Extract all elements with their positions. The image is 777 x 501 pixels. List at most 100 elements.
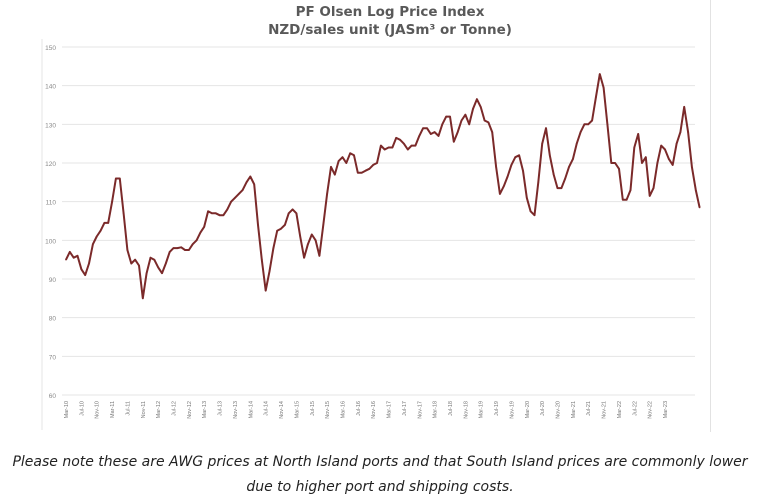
x-tick-label: Jul-20 bbox=[540, 401, 546, 416]
data-point bbox=[522, 169, 524, 172]
data-point bbox=[161, 272, 163, 275]
data-point bbox=[357, 171, 359, 174]
data-point bbox=[679, 131, 682, 133]
x-tick-label: Jul-22 bbox=[632, 401, 638, 416]
data-point bbox=[418, 135, 421, 137]
data-point bbox=[230, 200, 232, 203]
data-point bbox=[80, 268, 83, 271]
data-point bbox=[495, 166, 497, 168]
x-tick-label: Mar-14 bbox=[248, 401, 254, 418]
data-point bbox=[330, 166, 332, 168]
data-point bbox=[598, 73, 601, 75]
data-point bbox=[153, 258, 156, 261]
data-point bbox=[318, 255, 321, 257]
data-point bbox=[499, 193, 501, 195]
data-point bbox=[253, 183, 255, 186]
data-point bbox=[552, 173, 555, 176]
x-tick-label: Nov-15 bbox=[325, 401, 331, 419]
x-tick-label: Jul-11 bbox=[125, 401, 131, 416]
data-point bbox=[449, 115, 451, 118]
data-point bbox=[184, 249, 186, 251]
x-tick-label: Nov-19 bbox=[509, 401, 515, 419]
data-point bbox=[149, 256, 152, 259]
data-point bbox=[222, 214, 225, 216]
data-point bbox=[483, 119, 486, 122]
data-point bbox=[698, 206, 701, 209]
data-point bbox=[291, 208, 294, 211]
data-point bbox=[241, 189, 244, 191]
data-point bbox=[514, 156, 517, 158]
data-point bbox=[641, 162, 643, 164]
x-tick-label: Mar-22 bbox=[617, 401, 623, 418]
data-point bbox=[602, 86, 605, 89]
x-tick-label: Nov-18 bbox=[463, 401, 469, 419]
data-point bbox=[295, 212, 298, 215]
data-point bbox=[537, 181, 540, 184]
data-point bbox=[280, 227, 282, 230]
data-point bbox=[368, 168, 371, 170]
data-point bbox=[307, 243, 309, 245]
data-point bbox=[126, 249, 129, 251]
chart-frame-border bbox=[710, 0, 711, 432]
data-point bbox=[671, 164, 674, 166]
data-point bbox=[69, 251, 71, 253]
line-chart: 60 70 80 90 100 110 120 130 140 150 Mar-10 Jul-10 No… bbox=[41, 39, 701, 430]
data-point bbox=[264, 289, 267, 292]
data-point bbox=[249, 175, 252, 178]
data-point bbox=[652, 187, 655, 189]
data-point bbox=[399, 139, 401, 141]
x-tick-label: Mar-17 bbox=[387, 401, 393, 418]
data-point bbox=[656, 162, 659, 164]
y-tick-label: 130 bbox=[45, 122, 56, 129]
data-point bbox=[472, 108, 474, 110]
y-tick-label: 120 bbox=[45, 161, 56, 168]
y-tick-label: 100 bbox=[45, 238, 56, 245]
data-point bbox=[99, 229, 102, 232]
data-point bbox=[506, 175, 509, 178]
x-tick-label: Mar-10 bbox=[64, 401, 70, 418]
data-point bbox=[645, 156, 647, 158]
x-tick-label: Nov-12 bbox=[187, 401, 193, 419]
data-point bbox=[445, 115, 447, 118]
data-point bbox=[118, 177, 121, 180]
data-point bbox=[403, 142, 405, 145]
data-point bbox=[572, 158, 574, 160]
x-tick-label: Jul-21 bbox=[586, 401, 592, 416]
chart-subtitle: NZD/sales unit (JASm³ or Tonne) bbox=[268, 22, 512, 38]
data-point bbox=[199, 231, 202, 234]
data-point bbox=[65, 258, 67, 261]
x-tick-label: Nov-10 bbox=[95, 401, 101, 419]
data-point bbox=[383, 148, 386, 151]
data-point bbox=[479, 106, 482, 108]
data-point bbox=[437, 135, 440, 137]
data-point bbox=[664, 148, 666, 151]
series-line-log-price-index bbox=[65, 73, 701, 300]
data-point bbox=[491, 131, 494, 133]
data-point bbox=[134, 258, 136, 261]
x-tick-label: Jul-14 bbox=[264, 401, 270, 416]
data-point bbox=[372, 164, 375, 166]
data-point bbox=[591, 119, 593, 122]
data-point bbox=[95, 235, 98, 238]
data-point bbox=[107, 222, 110, 224]
data-point bbox=[410, 144, 413, 147]
data-point bbox=[622, 198, 624, 201]
x-tick-label: Mar-19 bbox=[479, 401, 485, 418]
data-point bbox=[583, 123, 586, 126]
x-tick-label: Jul-16 bbox=[356, 401, 362, 416]
data-point bbox=[675, 142, 678, 145]
data-point bbox=[376, 162, 378, 164]
data-point bbox=[541, 142, 543, 145]
data-point bbox=[111, 200, 113, 203]
data-point bbox=[460, 119, 463, 122]
x-tick-label: Jul-18 bbox=[448, 401, 454, 416]
data-point bbox=[422, 127, 424, 129]
data-point bbox=[145, 272, 148, 275]
caption-line-1: Please note these are AWG prices at Nort… bbox=[12, 454, 748, 470]
data-point bbox=[122, 212, 125, 215]
data-point bbox=[575, 142, 578, 145]
data-point bbox=[683, 106, 686, 108]
y-tick-label: 70 bbox=[49, 354, 57, 361]
data-point bbox=[191, 243, 194, 245]
data-point bbox=[453, 140, 455, 143]
